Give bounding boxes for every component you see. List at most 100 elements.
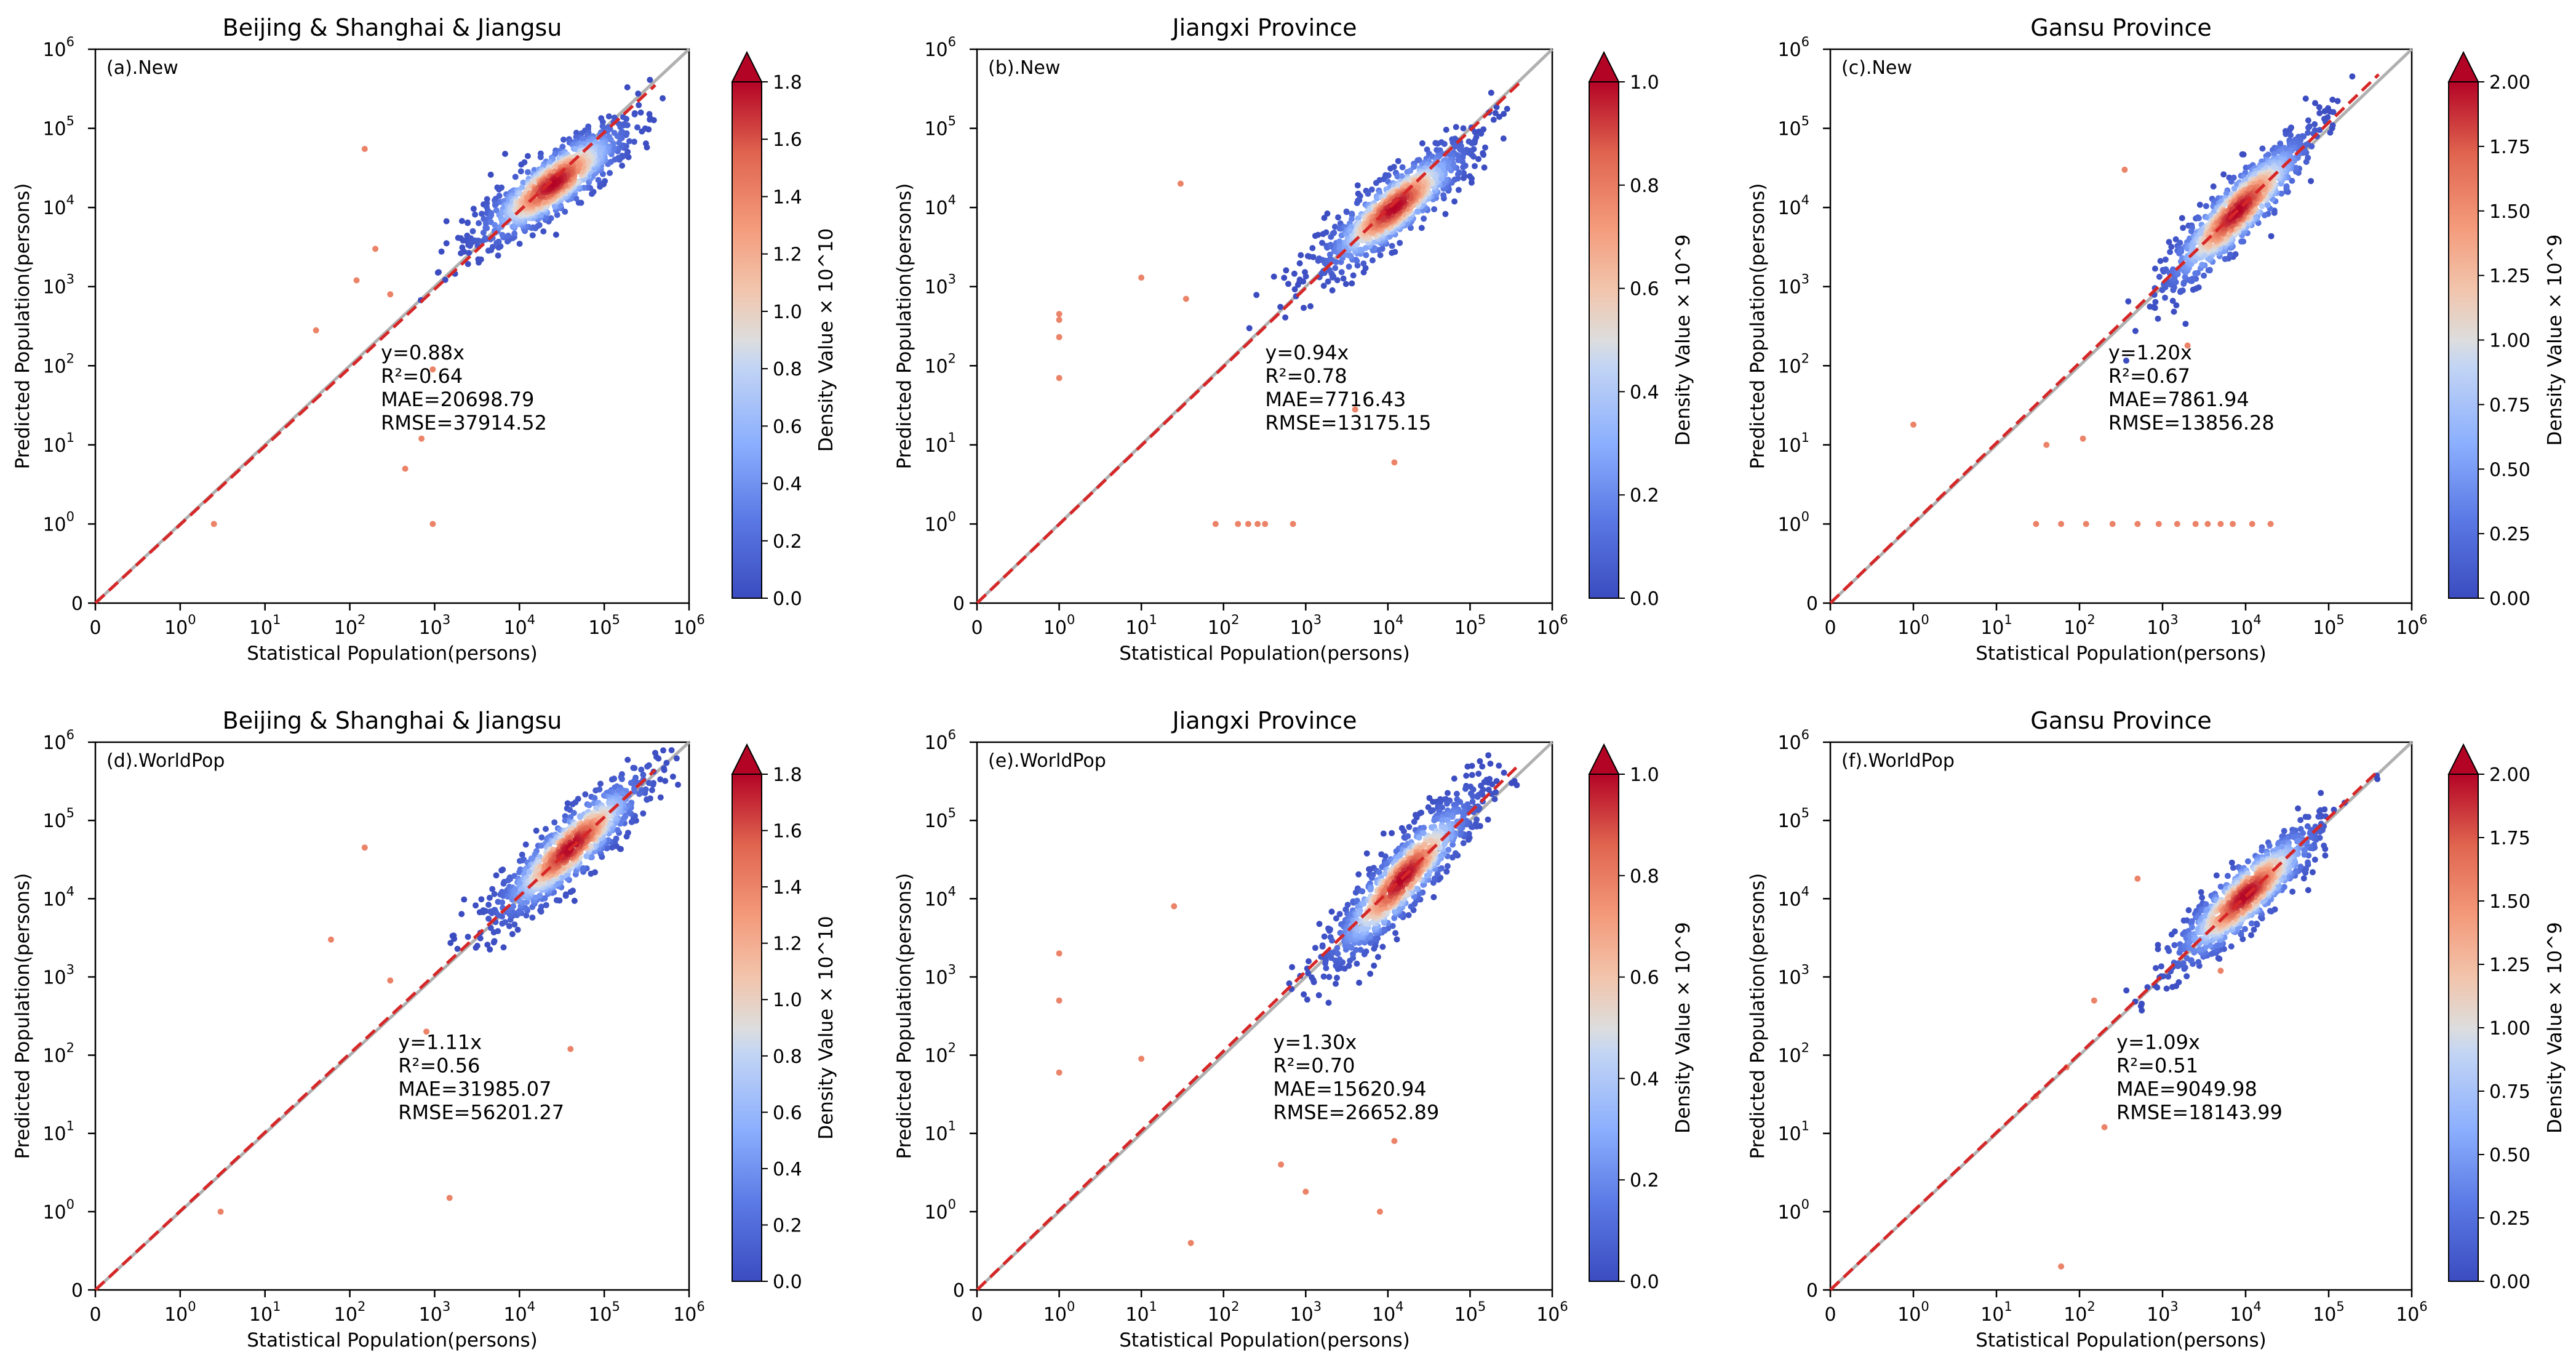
outlier-point <box>361 146 368 152</box>
y-tick-label: 100 <box>42 1197 74 1223</box>
x-tick-label: 100 <box>1043 612 1075 639</box>
y-tick-label: 106 <box>1777 34 1809 61</box>
scatter-point <box>661 765 668 772</box>
outlier-point <box>387 977 394 984</box>
outlier-point <box>372 246 379 252</box>
scatter-point <box>2171 308 2177 315</box>
y-axis-label: Predicted Population(persons) <box>12 183 34 470</box>
y-tick-exponent: 0 <box>66 1197 74 1212</box>
scatter-point <box>1371 963 1378 969</box>
colorbar-tick-label: 0.6 <box>773 416 802 438</box>
scatter-point <box>2248 932 2254 939</box>
scatter-point <box>595 177 602 183</box>
colorbar-tick-label: 1.50 <box>2489 201 2530 223</box>
scatter-point <box>451 935 458 942</box>
x-tick-exponent: 6 <box>1560 612 1568 627</box>
scatter-point <box>1354 960 1360 967</box>
y-tick-label: 103 <box>42 272 74 298</box>
outlier-point <box>313 327 319 334</box>
scatter-point <box>1490 116 1497 123</box>
colorbar-tick-label: 0.50 <box>2489 459 2530 481</box>
x-tick-label: 104 <box>1372 612 1404 639</box>
scatter-points <box>210 76 666 527</box>
scatter-point <box>535 223 541 230</box>
y-tick-exponent: 2 <box>66 351 74 366</box>
stat-line: MAE=7716.43 <box>1265 388 1406 411</box>
y-tick-label: 103 <box>924 272 956 298</box>
x-tick-exponent: 2 <box>2087 612 2095 627</box>
y-tick-exponent: 1 <box>66 430 74 445</box>
colorbar-label: Density Value × 10^9 <box>1672 234 1694 446</box>
scatter-point <box>1325 999 1332 1006</box>
scatter-point <box>548 215 554 222</box>
scatter-point <box>2283 183 2290 190</box>
scatter-point <box>624 756 631 763</box>
colorbar-gradient <box>732 774 762 1282</box>
stat-line: RMSE=56201.27 <box>398 1100 564 1124</box>
scatter-point <box>1451 198 1458 205</box>
scatter-point <box>660 747 666 754</box>
scatter-point <box>499 899 506 906</box>
panel-tag: (b).New <box>988 57 1060 79</box>
y-tick-exponent: 5 <box>66 114 74 129</box>
scatter-point <box>618 775 625 782</box>
scatter-point <box>529 915 536 921</box>
x-tick-label: 100 <box>1897 612 1929 639</box>
y-tick-label: 0 <box>953 1280 965 1302</box>
y-tick-exponent: 1 <box>66 1119 74 1134</box>
outlier-point <box>2155 521 2162 527</box>
scatter-point <box>500 944 507 951</box>
scatter-point <box>543 826 549 832</box>
scatter-point <box>2192 270 2199 277</box>
scatter-point <box>2175 979 2182 985</box>
scatter-point <box>465 261 471 267</box>
scatter-point <box>1306 958 1312 964</box>
scatter-point <box>2327 108 2334 115</box>
y-tick-exponent: 2 <box>948 351 956 366</box>
y-tick-exponent: 2 <box>66 1041 74 1055</box>
y-tick-exponent: 4 <box>948 884 956 899</box>
scatter-point <box>2169 983 2176 990</box>
scatter-point <box>624 830 631 836</box>
scatter-point <box>516 241 523 247</box>
x-tick-label: 101 <box>249 1299 281 1326</box>
scatter-point <box>1336 956 1343 963</box>
scatter-point <box>509 931 516 937</box>
scatter-point <box>645 780 652 787</box>
scatter-point <box>1315 992 1322 999</box>
x-tick-label: 100 <box>164 1299 196 1326</box>
scatter-point <box>2183 973 2190 980</box>
colorbar-tick-label: 0.6 <box>773 1102 802 1124</box>
x-tick-exponent: 5 <box>1478 612 1486 627</box>
y-tick-label: 101 <box>42 1119 74 1145</box>
y-tick-exponent: 6 <box>66 727 74 742</box>
outlier-point <box>418 435 425 442</box>
scatter-point <box>2203 202 2209 209</box>
scatter-point <box>482 234 488 241</box>
scatter-point <box>639 128 645 135</box>
colorbar-label: Density Value × 10^9 <box>1672 922 1694 1134</box>
scatter-point <box>2167 249 2174 255</box>
outlier-point <box>2230 521 2236 527</box>
scatter-point <box>1488 89 1494 96</box>
scatter-point <box>644 796 650 803</box>
scatter-point <box>1419 140 1426 146</box>
scatter-point <box>1431 206 1438 212</box>
scatter-point <box>2268 233 2275 239</box>
scatter-point <box>1334 945 1341 951</box>
scatter-point <box>644 763 651 770</box>
colorbar-tick-label: 0.0 <box>773 1271 802 1293</box>
y-tick-label: 100 <box>924 1197 956 1223</box>
x-tick-label: 101 <box>1125 612 1157 639</box>
x-tick-label: 100 <box>1043 1299 1075 1326</box>
scatter-point <box>1373 180 1379 186</box>
x-tick-exponent: 2 <box>1231 1299 1239 1314</box>
x-tick-label: 100 <box>164 612 196 639</box>
scatter-point <box>1437 852 1444 859</box>
scatter-point <box>2322 852 2329 859</box>
scatter-point <box>1392 930 1399 937</box>
